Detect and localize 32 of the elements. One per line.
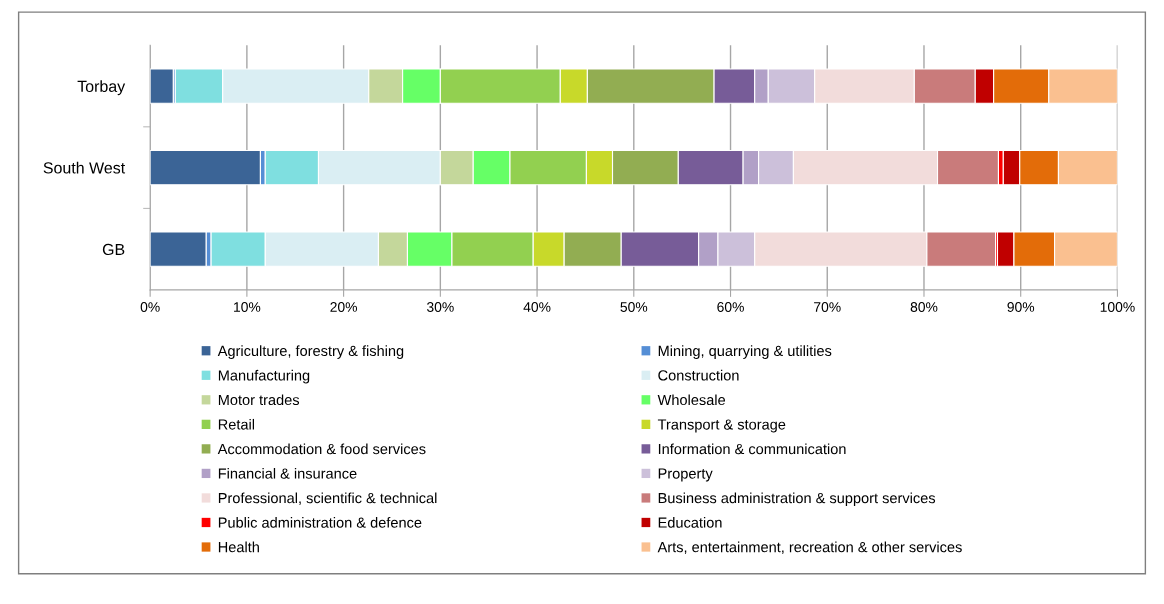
legend-label: Motor trades (218, 394, 300, 406)
legend-label: Retail (218, 418, 255, 430)
legend-label: Accommodation & food services (217, 443, 426, 455)
y-tick-label: GB (102, 243, 125, 256)
legend-label: Public administration & defence (218, 517, 422, 528)
x-tick-label: 70% (814, 302, 841, 312)
legend-label: Transport & storage (657, 419, 786, 433)
x-tick-label: 20% (330, 302, 358, 312)
legend-label: Professional, scientific & technical (218, 492, 437, 505)
legend-label: Wholesale (657, 394, 726, 406)
legend-label: Manufacturing (218, 369, 310, 384)
x-tick-label: 90% (1007, 302, 1035, 312)
legend-label: Health (218, 541, 259, 553)
x-tick-label: 100% (1100, 302, 1135, 312)
y-tick-label: Torbay (77, 80, 126, 96)
legend-label: Education (658, 517, 722, 528)
legend-label: Agriculture, forestry & fishing (217, 345, 404, 359)
legend-label: Business administration & support services (658, 492, 936, 507)
x-tick-label: 50% (620, 302, 648, 312)
legend-label: Arts, entertainment, recreation & other services (657, 541, 962, 555)
y-tick-label: South West (43, 161, 126, 174)
x-tick-label: 10% (234, 302, 261, 312)
legend-label: Mining, quarrying & utilities (658, 345, 832, 359)
legend-label: Information & communication (658, 443, 846, 455)
legend-label: Property (658, 468, 713, 482)
x-tick-label: 40% (523, 302, 551, 312)
x-tick-label: 60% (717, 302, 744, 312)
x-tick-label: 30% (426, 302, 454, 312)
legend-label: Construction (658, 369, 739, 381)
legend-label: Financial & insurance (218, 467, 357, 479)
x-tick-label: 0% (140, 302, 160, 312)
x-tick-label: 80% (910, 302, 938, 312)
